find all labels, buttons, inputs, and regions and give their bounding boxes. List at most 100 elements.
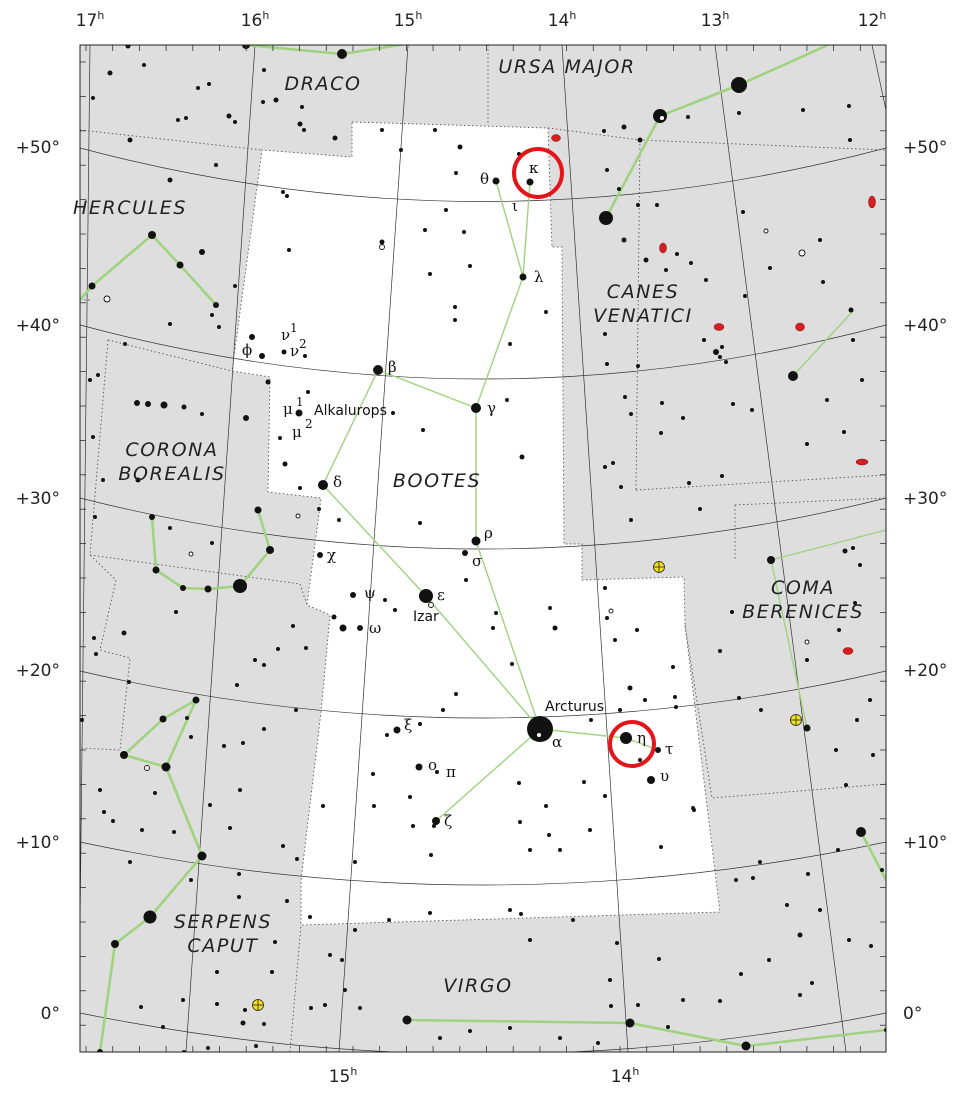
constellation-name: BERENICES xyxy=(742,601,864,623)
ra-label: 15h xyxy=(329,1065,358,1087)
star-marker xyxy=(273,940,277,944)
star-marker xyxy=(143,910,157,924)
star-marker xyxy=(94,652,98,656)
star-marker xyxy=(353,860,357,864)
star-marker xyxy=(805,658,809,662)
star-marker xyxy=(724,360,728,364)
variable-star-icon xyxy=(536,732,542,738)
star-marker xyxy=(834,748,838,752)
star-marker xyxy=(249,334,255,340)
variable-star-icon xyxy=(379,244,385,250)
star-marker xyxy=(107,70,113,76)
star-marker xyxy=(332,135,338,141)
dec-label-right: +50° xyxy=(903,138,947,158)
star-marker xyxy=(588,828,592,832)
dec-label-right: 0° xyxy=(903,1004,922,1024)
star-marker xyxy=(308,915,312,919)
star-marker xyxy=(767,556,775,564)
star-marker xyxy=(318,480,328,490)
star-marker xyxy=(605,362,609,366)
star-marker xyxy=(228,826,232,830)
star-designation: α xyxy=(552,733,562,751)
star-marker xyxy=(243,415,249,421)
star-marker xyxy=(176,261,184,269)
star-marker xyxy=(174,610,178,614)
star-marker xyxy=(371,772,375,776)
star-marker xyxy=(343,988,347,992)
star-marker xyxy=(306,390,310,394)
star-marker xyxy=(603,465,607,469)
star-marker xyxy=(393,726,401,734)
star-marker xyxy=(340,958,344,962)
star-marker xyxy=(121,630,127,636)
star-marker xyxy=(571,918,575,922)
ra-grid xyxy=(80,45,886,1052)
star-marker xyxy=(810,981,814,985)
galaxy-icon xyxy=(855,458,869,466)
star-marker xyxy=(302,128,306,132)
star-marker xyxy=(818,908,822,912)
star-marker xyxy=(91,96,95,100)
star-marker xyxy=(337,49,347,59)
star-marker xyxy=(153,791,157,795)
star-marker xyxy=(492,177,500,185)
star-proper-name: Arcturus xyxy=(545,699,604,715)
variable-star-icon xyxy=(188,551,194,557)
star-marker xyxy=(759,708,763,712)
star-marker xyxy=(657,957,661,961)
star-marker xyxy=(383,598,387,602)
star-marker xyxy=(869,944,873,948)
star-marker xyxy=(788,371,798,381)
star-marker xyxy=(111,819,115,823)
star-marker xyxy=(528,938,532,942)
star-marker xyxy=(240,1020,246,1026)
star-marker xyxy=(168,526,172,530)
star-marker xyxy=(254,506,262,514)
star-designation: ρ xyxy=(484,524,493,542)
star-marker xyxy=(718,649,722,653)
star-marker xyxy=(519,912,523,916)
star-marker xyxy=(605,616,609,620)
ra-top-labels: 17h 16h 15h 14h 13h 12h xyxy=(76,9,887,31)
star-marker xyxy=(123,342,127,346)
star-marker xyxy=(517,781,521,785)
star-marker xyxy=(210,541,214,545)
star-marker xyxy=(281,844,285,848)
star-marker xyxy=(210,313,214,317)
star-designation: γ xyxy=(487,399,496,417)
star-marker xyxy=(797,932,803,938)
star-marker xyxy=(180,585,186,591)
star-marker xyxy=(510,662,514,666)
star-marker xyxy=(853,601,857,605)
constellation-name: VENATICI xyxy=(593,305,693,327)
star-marker xyxy=(758,860,762,864)
star-marker xyxy=(127,680,131,684)
star-marker xyxy=(868,698,872,702)
star-proper-name: Izar xyxy=(413,609,439,625)
highlight-circle-kappa-bootis xyxy=(512,147,564,199)
ra-label: 14h xyxy=(548,9,577,31)
star-marker xyxy=(718,355,722,359)
star-marker xyxy=(621,124,627,130)
ra-label: 16h xyxy=(241,9,270,31)
star-marker xyxy=(856,827,866,837)
map-frame xyxy=(79,44,887,1053)
star-marker xyxy=(273,97,279,103)
star-marker xyxy=(185,716,189,720)
star-marker xyxy=(508,908,512,912)
star-marker xyxy=(494,611,498,615)
star-marker xyxy=(519,273,527,281)
star-marker xyxy=(196,86,200,90)
star-designation: μ xyxy=(292,423,302,441)
star-marker xyxy=(101,478,105,482)
star-marker xyxy=(798,993,802,997)
star-marker xyxy=(698,507,702,511)
star-marker xyxy=(358,1006,362,1010)
star-marker xyxy=(818,238,822,242)
star-marker xyxy=(471,536,481,546)
ra-label: 17h xyxy=(76,9,105,31)
star-marker xyxy=(737,111,741,115)
star-marker xyxy=(851,546,855,550)
star-marker xyxy=(391,411,395,415)
galaxy-icon xyxy=(551,134,561,142)
